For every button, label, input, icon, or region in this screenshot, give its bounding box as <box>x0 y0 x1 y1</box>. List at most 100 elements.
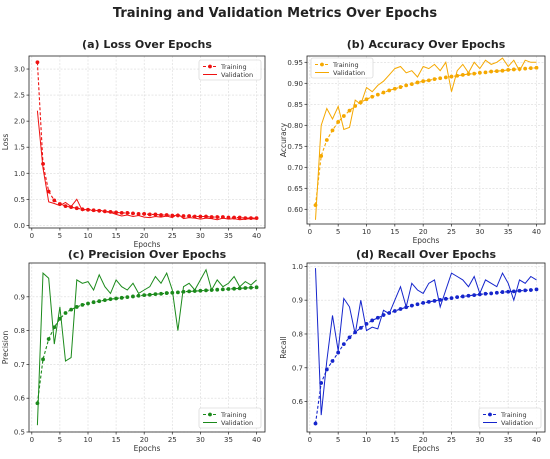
loss-training-point <box>243 216 248 220</box>
recall-x-tick-label: 40 <box>532 436 541 444</box>
precision-training-point <box>125 295 130 300</box>
precision-training-point <box>142 293 147 298</box>
recall-training-point <box>483 291 488 296</box>
loss-training-point <box>74 206 79 211</box>
recall-training-point <box>409 303 414 308</box>
recall-training-point <box>415 302 420 307</box>
loss-training-point <box>153 212 158 217</box>
accuracy-plot-frame <box>306 55 546 225</box>
recall-training-point <box>443 296 448 301</box>
loss-training-point <box>46 189 51 194</box>
precision-training-point <box>35 401 40 406</box>
precision-training-point <box>52 325 57 330</box>
precision-legend-validation-label: Validation <box>221 419 253 427</box>
recall-panel-title: (d) Recall Over Epochs <box>356 248 497 261</box>
accuracy-training-point <box>455 73 460 78</box>
recall-training-point <box>506 289 511 294</box>
accuracy-x-tick-label: 35 <box>504 228 513 236</box>
precision-training-point <box>102 298 107 303</box>
precision-training-point <box>254 285 259 290</box>
accuracy-y-tick-label: 0.65 <box>287 185 303 193</box>
loss-y-tick-label: 1.0 <box>14 170 25 178</box>
loss-training-point <box>91 208 96 213</box>
loss-training-point <box>204 214 208 219</box>
accuracy-training-point <box>392 86 397 91</box>
accuracy-y-tick-label: 0.95 <box>287 59 303 67</box>
loss-training-point <box>97 208 102 213</box>
precision-x-tick-label: 30 <box>196 436 205 444</box>
recall-y-tick-label: 0.6 <box>292 398 304 406</box>
loss-training-point <box>249 216 253 220</box>
precision-x-tick-label: 15 <box>112 436 121 444</box>
precision-training-point <box>119 295 124 300</box>
loss-training-point <box>131 211 135 216</box>
accuracy-x-tick-label: 10 <box>362 228 371 236</box>
accuracy-x-tick-label: 0 <box>308 228 312 236</box>
loss-training-point <box>159 213 163 217</box>
loss-training-point <box>226 215 231 220</box>
precision-training-point <box>204 288 208 293</box>
recall-training-point <box>347 335 352 340</box>
figure-title: Training and Validation Metrics Over Epo… <box>113 6 437 21</box>
precision-training-point <box>63 311 68 315</box>
precision-training-point <box>220 287 225 292</box>
accuracy-x-tick-label: 15 <box>390 228 399 236</box>
recall-y-tick-label: 1.0 <box>292 263 303 271</box>
recall-training-point <box>432 298 437 303</box>
accuracy-y-tick-label: 0.80 <box>287 122 303 130</box>
accuracy-training-point <box>489 69 494 74</box>
recall-training-point <box>313 421 318 426</box>
loss-training-point <box>209 215 214 219</box>
accuracy-training-point <box>347 108 352 113</box>
recall-training-point <box>523 288 528 293</box>
loss-x-tick-label: 30 <box>196 232 205 240</box>
precision-x-tick-label: 0 <box>30 436 34 444</box>
recall-training-point <box>489 291 494 296</box>
recall-training-point <box>426 299 431 304</box>
loss-training-point <box>108 209 113 214</box>
precision-training-point <box>91 300 96 305</box>
accuracy-training-point <box>381 90 386 95</box>
accuracy-training-point <box>358 100 363 105</box>
accuracy-y-tick-label: 0.90 <box>287 80 303 88</box>
recall-training-line <box>314 288 537 424</box>
loss-training-point <box>176 213 180 218</box>
recall-y-tick-label: 0.8 <box>292 330 303 338</box>
accuracy-training-point <box>477 70 482 75</box>
loss-training-point <box>63 204 68 209</box>
recall-training-point <box>494 290 499 295</box>
loss-training-point <box>170 213 175 218</box>
loss-y-tick-label: 3.0 <box>14 66 25 74</box>
loss-training-point <box>147 212 152 217</box>
precision-training-point <box>176 290 180 295</box>
recall-training-point <box>534 287 539 292</box>
accuracy-x-tick-label: 20 <box>419 228 428 236</box>
accuracy-y-tick-label: 0.75 <box>287 143 303 151</box>
accuracy-training-point <box>364 97 369 102</box>
recall-training-point <box>500 290 505 294</box>
loss-training-point <box>58 202 62 206</box>
recall-training-point <box>319 381 324 385</box>
recall-x-axis-label: Epochs <box>413 444 440 453</box>
precision-training-point <box>170 290 175 295</box>
accuracy-y-tick-label: 0.60 <box>287 206 303 214</box>
accuracy-y-tick-label: 0.85 <box>287 101 303 109</box>
accuracy-panel-title: (b) Accuracy Over Epochs <box>347 38 506 51</box>
recall-training-point <box>466 293 471 298</box>
accuracy-training-point <box>432 77 437 81</box>
accuracy-x-tick-label: 30 <box>475 228 484 236</box>
accuracy-training-point <box>313 203 318 208</box>
recall-x-tick-label: 35 <box>504 436 513 444</box>
accuracy-training-point <box>460 73 465 77</box>
precision-panel-title: (c) Precision Over Epochs <box>68 248 227 261</box>
precision-training-point <box>249 285 253 290</box>
recall-x-tick-label: 10 <box>362 436 371 444</box>
loss-training-line <box>36 62 257 219</box>
loss-training-point <box>142 212 147 216</box>
accuracy-x-tick-label: 5 <box>336 228 340 236</box>
accuracy-training-point <box>387 88 392 93</box>
precision-training-point <box>114 296 118 301</box>
recall-training-point <box>477 292 482 297</box>
